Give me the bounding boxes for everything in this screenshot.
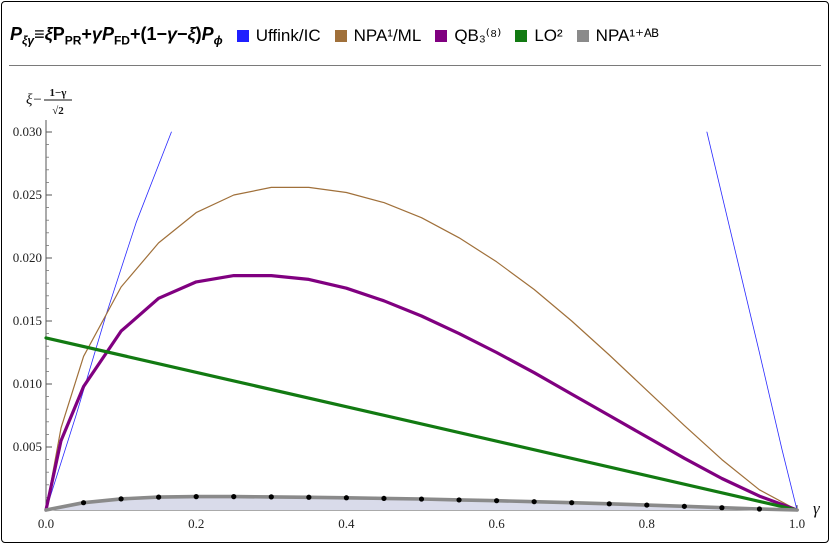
- x-tick-label: 0.6: [488, 516, 505, 531]
- data-point: [719, 505, 725, 511]
- legend-label: NPA¹/ML: [353, 26, 422, 45]
- x-tick-label: 1.0: [789, 516, 805, 531]
- header-divider: [9, 65, 821, 66]
- axis-labels: γ ξ− 1−γ √2: [26, 87, 821, 518]
- legend-item-npa1ab: NPA¹⁺ᴬᴮ: [576, 26, 659, 46]
- legend-label: NPA¹⁺ᴬᴮ: [595, 26, 659, 45]
- data-point: [80, 500, 87, 506]
- y-axis-label: ξ− 1−γ √2: [26, 87, 72, 117]
- data-point: [231, 494, 237, 500]
- series-lines: [44, 131, 799, 512]
- area-fills: [46, 496, 797, 510]
- series-line: [44, 274, 799, 512]
- legend-item-npa1: NPA¹/ML: [334, 26, 422, 46]
- data-point: [268, 494, 274, 500]
- legend-swatch: [515, 30, 528, 42]
- series-line: [44, 336, 799, 512]
- data-point: [531, 499, 537, 505]
- legend-swatch: [236, 30, 249, 42]
- data-point: [756, 506, 763, 512]
- legend-header: Pξγ≡ξPPR+γPFD+(1−γ−ξ)Pϕ Uffink/IC NPA¹/M…: [10, 20, 659, 52]
- data-point: [681, 503, 687, 509]
- data-point: [193, 494, 199, 500]
- data-point: [494, 498, 500, 504]
- series-markers: [80, 494, 763, 512]
- data-point: [456, 497, 462, 503]
- series-area: [46, 496, 797, 510]
- legend-swatch: [576, 30, 589, 42]
- y-tick-label: 0.020: [13, 250, 42, 265]
- y-tick-label: 0.015: [13, 313, 42, 328]
- data-point: [418, 496, 425, 502]
- x-tick-label: 0.0: [38, 516, 54, 531]
- plot-title: Pξγ≡ξPPR+γPFD+(1−γ−ξ)Pϕ: [10, 24, 223, 48]
- series-line: [45, 131, 172, 511]
- legend-swatch: [334, 30, 347, 42]
- data-point: [118, 496, 124, 502]
- legend-label: Uffink/IC: [255, 26, 321, 45]
- data-point: [606, 501, 612, 507]
- data-point: [343, 495, 349, 501]
- data-point: [306, 494, 312, 500]
- x-tick-label: 0.2: [188, 516, 204, 531]
- legend-item-qb3: QB₃⁽⁸⁾: [435, 26, 501, 46]
- y-label-xi: ξ−: [26, 92, 43, 108]
- series-line: [706, 131, 798, 511]
- y-tick-label: 0.025: [13, 187, 42, 202]
- x-tick-label: 0.8: [639, 516, 655, 531]
- data-point: [644, 502, 650, 508]
- y-tick-label: 0.005: [13, 439, 42, 454]
- data-point: [156, 494, 162, 500]
- legend-label: LO²: [534, 26, 563, 45]
- x-axis-label: γ: [813, 499, 821, 518]
- y-tick-label: 0.010: [13, 376, 42, 391]
- series-line: [45, 186, 798, 511]
- y-tick-label: 0.030: [13, 124, 42, 139]
- legend-item-uffink: Uffink/IC: [236, 26, 321, 46]
- data-point: [569, 500, 575, 506]
- legend-label: QB₃⁽⁸⁾: [454, 26, 502, 45]
- legend-swatch: [435, 30, 448, 42]
- legend-item-lo2: LO²: [515, 26, 563, 46]
- tick-labels: 0.0 0.2 0.4 0.6 0.8 1.0 0.005 0.010 0.015 0.020 0.…: [13, 124, 805, 531]
- y-label-numerator: 1−γ: [50, 87, 67, 99]
- x-tick-label: 0.4: [338, 516, 355, 531]
- y-label-denominator: √2: [52, 105, 64, 117]
- data-point: [381, 495, 387, 502]
